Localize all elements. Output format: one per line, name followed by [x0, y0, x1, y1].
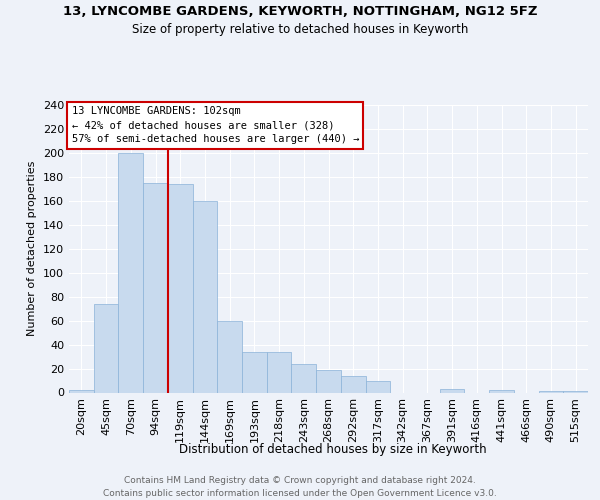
Bar	[267, 352, 292, 393]
Bar	[341, 376, 365, 392]
Bar	[365, 380, 390, 392]
Bar	[143, 183, 168, 392]
Text: 13, LYNCOMBE GARDENS, KEYWORTH, NOTTINGHAM, NG12 5FZ: 13, LYNCOMBE GARDENS, KEYWORTH, NOTTINGH…	[63, 5, 537, 18]
Bar	[94, 304, 118, 392]
Text: 13 LYNCOMBE GARDENS: 102sqm
← 42% of detached houses are smaller (328)
57% of se: 13 LYNCOMBE GARDENS: 102sqm ← 42% of det…	[71, 106, 359, 144]
Y-axis label: Number of detached properties: Number of detached properties	[28, 161, 37, 336]
Bar	[489, 390, 514, 392]
Text: Size of property relative to detached houses in Keyworth: Size of property relative to detached ho…	[132, 22, 468, 36]
Bar	[292, 364, 316, 392]
Bar	[118, 153, 143, 392]
Bar	[193, 201, 217, 392]
Text: Distribution of detached houses by size in Keyworth: Distribution of detached houses by size …	[179, 442, 487, 456]
Bar	[242, 352, 267, 393]
Text: Contains HM Land Registry data © Crown copyright and database right 2024.
Contai: Contains HM Land Registry data © Crown c…	[103, 476, 497, 498]
Bar	[217, 320, 242, 392]
Bar	[440, 389, 464, 392]
Bar	[316, 370, 341, 392]
Bar	[168, 184, 193, 392]
Bar	[69, 390, 94, 392]
